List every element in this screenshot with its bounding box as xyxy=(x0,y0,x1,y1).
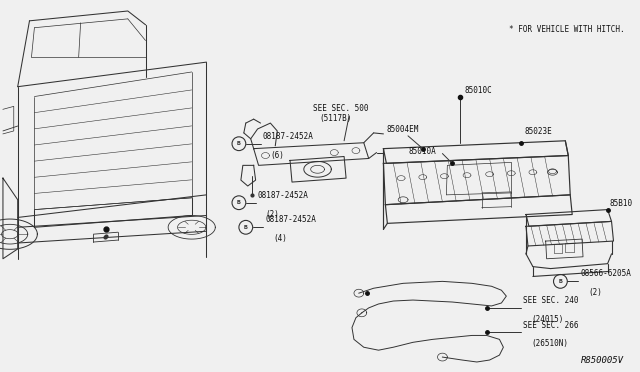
Text: 08187-2452A: 08187-2452A xyxy=(262,132,314,141)
Text: 85B10: 85B10 xyxy=(609,199,633,208)
Text: 85010C: 85010C xyxy=(464,86,492,94)
Text: 08187-2452A: 08187-2452A xyxy=(266,215,316,224)
Text: (2): (2) xyxy=(266,209,279,219)
Text: B: B xyxy=(244,225,248,230)
Text: B: B xyxy=(237,141,241,146)
Text: (6): (6) xyxy=(270,151,284,160)
Text: 85023E: 85023E xyxy=(524,127,552,136)
Text: R850005V: R850005V xyxy=(581,356,624,365)
Text: B: B xyxy=(237,200,241,205)
Text: SEE SEC. 266: SEE SEC. 266 xyxy=(523,321,579,330)
Text: SEE SEC. 500: SEE SEC. 500 xyxy=(313,104,368,113)
Text: 08566-6205A: 08566-6205A xyxy=(580,269,631,278)
Text: 85010A: 85010A xyxy=(408,147,436,155)
Text: SEE SEC. 240: SEE SEC. 240 xyxy=(523,296,579,305)
Text: (2): (2) xyxy=(588,288,602,297)
Text: (24015): (24015) xyxy=(531,315,563,324)
Text: 85004EM: 85004EM xyxy=(387,125,419,134)
Text: * FOR VEHICLE WITH HITCH.: * FOR VEHICLE WITH HITCH. xyxy=(509,25,624,34)
Text: B: B xyxy=(559,279,563,284)
Text: (4): (4) xyxy=(273,234,287,243)
Text: 08187-2452A: 08187-2452A xyxy=(257,191,308,200)
Text: (5117B): (5117B) xyxy=(319,114,352,123)
Text: (26510N): (26510N) xyxy=(531,339,568,348)
